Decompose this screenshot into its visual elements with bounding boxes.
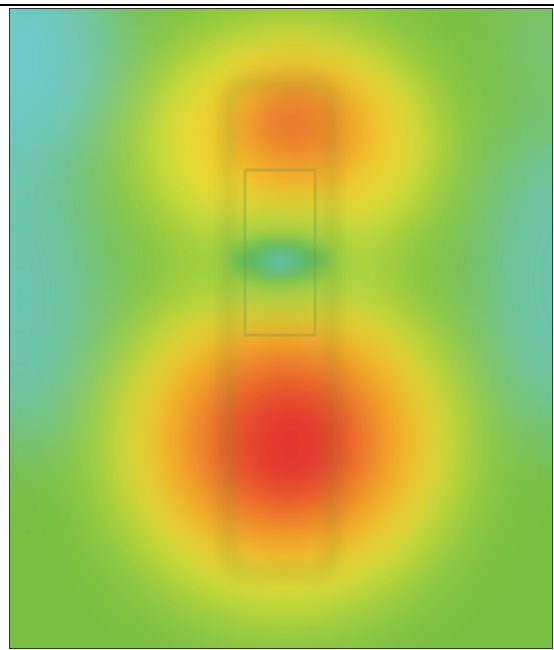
image-border — [9, 8, 553, 649]
phone-outline — [225, 82, 335, 575]
cool-regions — [10, 9, 552, 450]
phone-center — [232, 240, 328, 280]
